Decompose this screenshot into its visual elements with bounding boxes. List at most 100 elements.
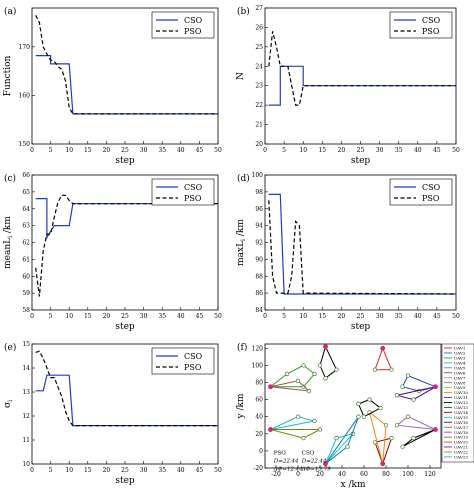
x-tick-label: 40 <box>177 147 185 154</box>
uav-legend-label: UAV3 <box>454 356 466 361</box>
target-point <box>312 371 317 377</box>
plot-frame <box>264 343 442 469</box>
uav-legend-label: UAV4 <box>454 360 466 365</box>
y-tick-label: 0 <box>259 448 263 455</box>
x-tick-label: 0 <box>30 147 34 154</box>
uav-legend-label: UAV10 <box>454 390 468 395</box>
x-tick-label: 25 <box>121 147 129 154</box>
y-tick-label: 160 <box>19 92 31 99</box>
x-tick-label: 5 <box>49 313 53 320</box>
target-point <box>372 440 378 445</box>
x-tick-label: 5 <box>282 313 286 320</box>
x-tick-label: 35 <box>395 147 403 154</box>
target-point <box>372 367 378 372</box>
target-point <box>394 393 400 398</box>
y-tick-label: 120 <box>252 345 264 352</box>
target-point <box>394 423 400 428</box>
x-tick-label: 40 <box>177 467 185 474</box>
annotation-cso_dd: ΔΦ=13.79 <box>301 466 331 472</box>
y-tick-label: 90 <box>255 256 263 263</box>
y-tick-label: 21 <box>255 122 263 129</box>
y-tick-label: 66 <box>22 172 30 179</box>
x-tick-label: 20 <box>103 467 111 474</box>
x-tick-label: 40 <box>177 313 185 320</box>
depot-point <box>380 461 386 467</box>
uav-route <box>325 416 359 465</box>
x-tick-label: 0 <box>263 147 267 154</box>
legend-label-pso: PSO <box>184 27 202 36</box>
uav-legend-label: UAV2 <box>454 351 466 356</box>
legend-label-pso: PSO <box>422 194 440 203</box>
x-tick-label: 30 <box>140 313 148 320</box>
x-tick-label: 10 <box>299 147 307 154</box>
x-tick-label: 30 <box>376 313 384 320</box>
target-point <box>356 401 361 407</box>
target-point <box>389 367 394 372</box>
x-tick-label: 45 <box>196 467 204 474</box>
panel-label: (b) <box>237 6 250 17</box>
x-tick-label: 25 <box>357 313 365 320</box>
panel-f: (f) -20 0 20 40 60 80 100 120 -20 0 20 40 60 80 100 120 x… <box>236 342 474 490</box>
y-tick-label: 63 <box>22 223 30 230</box>
target-point <box>400 444 405 449</box>
uav-route <box>368 411 387 464</box>
y-tick-label: 150 <box>19 141 31 148</box>
target-point <box>411 397 416 402</box>
y-tick-label: 40 <box>255 414 263 421</box>
depot-point <box>268 427 273 432</box>
target-point <box>405 373 411 378</box>
target-point <box>411 435 416 441</box>
legend-label-cso: CSO <box>422 16 441 25</box>
x-tick-label: 10 <box>65 313 73 320</box>
y-tick-label: 14 <box>22 365 30 372</box>
x-tick-label: 40 <box>414 147 422 154</box>
x-tick-label: 10 <box>65 147 73 154</box>
y-tick-label: 10 <box>22 461 30 468</box>
target-point <box>400 384 405 389</box>
target-point <box>317 363 323 368</box>
uav-legend-label: UAV23 <box>454 455 468 460</box>
y-tick-label: 65 <box>22 189 30 196</box>
y-tick-label: 100 <box>252 362 264 369</box>
x-tick-label: 80 <box>382 471 390 478</box>
panel-label: (a) <box>4 6 16 17</box>
legend-label-cso: CSO <box>422 183 441 192</box>
target-point <box>301 363 306 368</box>
x-tick-label: -20 <box>271 471 281 478</box>
uav-route <box>402 429 436 448</box>
x-tick-label: 20 <box>338 147 346 154</box>
target-point <box>334 367 339 372</box>
x-tick-label: 0 <box>296 471 300 478</box>
y-tick-label: 100 <box>252 172 264 179</box>
x-tick-label: 50 <box>452 147 460 154</box>
uav-legend-label: UAV13 <box>454 405 468 410</box>
uav-legend-label: UAV5 <box>454 365 466 370</box>
y-tick-label: 26 <box>255 24 263 31</box>
uav-legend-label: UAV20 <box>454 440 468 445</box>
y-tick-label: -20 <box>253 465 263 472</box>
panel-label: (e) <box>4 342 16 353</box>
legend-box <box>389 11 453 39</box>
y-tick-label: 86 <box>255 290 263 297</box>
annotation-cso_label: CSO <box>302 450 315 456</box>
target-point <box>295 414 301 419</box>
x-tick-label: 30 <box>140 467 148 474</box>
y-tick-label: 59 <box>22 290 30 297</box>
uav-legend-label: UAV17 <box>454 425 468 430</box>
x-tick-label: 15 <box>318 147 326 154</box>
legend-box <box>151 11 215 39</box>
legend-box <box>389 178 453 206</box>
x-axis-title: step <box>115 322 135 332</box>
y-tick-label: 58 <box>22 307 30 314</box>
x-tick-label: 15 <box>318 313 326 320</box>
x-tick-label: 5 <box>49 467 53 474</box>
x-tick-label: 50 <box>214 147 222 154</box>
uav-legend-label: UAV16 <box>454 420 468 425</box>
uav-legend-label: UAV8 <box>454 380 466 385</box>
x-tick-label: 35 <box>158 313 166 320</box>
target-point <box>317 427 323 432</box>
y-axis-title: Function <box>3 56 13 97</box>
depot-point <box>380 345 386 351</box>
uav-route <box>270 364 316 388</box>
panel-a: (a) 0 5 10 15 20 25 30 35 40 45 50 150 160 170 step Func… <box>3 6 222 166</box>
